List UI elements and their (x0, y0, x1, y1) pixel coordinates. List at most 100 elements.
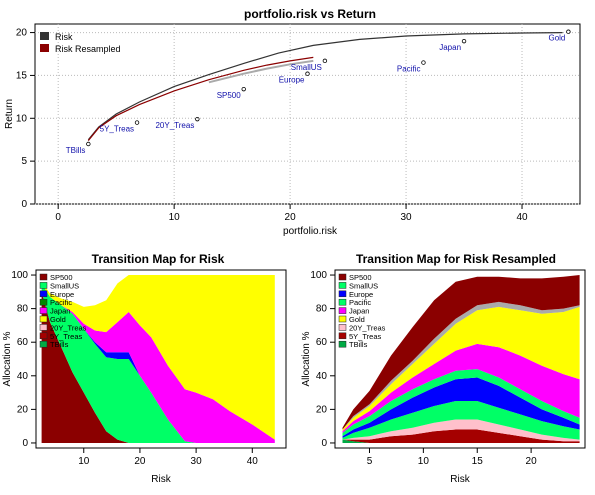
legend-label: Gold (50, 315, 66, 324)
y-tick-label: 20 (316, 404, 328, 415)
asset-point (421, 60, 426, 65)
legend-swatch (39, 315, 48, 323)
legend-label: SP500 (349, 273, 372, 282)
legend-swatch (39, 298, 48, 306)
asset-point (322, 58, 328, 64)
legend-swatch (338, 324, 347, 331)
x-tick-label: 40 (516, 212, 528, 223)
legend: SP500SmallUSEuropePacificJapanGold20Y_Tr… (338, 273, 386, 349)
x-tick-label: 0 (55, 212, 61, 223)
x-tick-label: 40 (247, 456, 259, 467)
y-tick-label: 0 (321, 438, 327, 449)
legend-label: 20Y_Treas (50, 323, 87, 332)
asset-point (461, 38, 467, 44)
transition-map-risk-resampled: Transition Map for Risk Resampled 5 10 15 2… (301, 252, 586, 485)
series-line-0 (87, 32, 563, 141)
legend-label: Pacific (349, 298, 371, 307)
legend: Risk Risk Resampled (40, 32, 121, 54)
chart-title: portfolio.risk vs Return (244, 7, 376, 21)
x-axis: 0 10 20 30 40 (55, 204, 528, 223)
legend-swatch (338, 340, 347, 348)
y-tick-label: 15 (16, 70, 28, 81)
legend-label: SP500 (50, 273, 73, 282)
legend-label: Risk (55, 32, 73, 42)
x-axis-label: Risk (450, 474, 470, 485)
legend-label: Europe (50, 290, 74, 299)
legend-label: TBills (349, 340, 368, 349)
area-20y_treas (342, 419, 580, 442)
area-europe (342, 377, 580, 438)
y-axis-label: Return (4, 99, 15, 129)
asset-point (86, 141, 91, 147)
legend: SP500SmallUSEuropePacificJapanGold20Y_Tr… (39, 273, 87, 349)
asset-label: 5Y_Treas (100, 125, 134, 134)
asset-point (241, 86, 246, 92)
y-axis: 0 20 40 60 80 100 (11, 270, 36, 449)
legend-swatch (40, 44, 49, 52)
area-gold (41, 275, 275, 440)
plot-frame (35, 269, 287, 449)
asset-label: TBills (66, 146, 86, 155)
asset-point (305, 71, 310, 76)
x-tick-label: 30 (191, 456, 203, 467)
legend-label: 5Y_Treas (50, 332, 82, 341)
chart-title: Transition Map for Risk (92, 252, 225, 266)
risk-return-chart: portfolio.risk vs Return 0 10 20 30 40 0 5 10 1… (4, 7, 581, 237)
series-lines (87, 32, 563, 141)
series-line-1 (87, 56, 314, 141)
plot-frame (334, 269, 586, 449)
y-tick-label: 20 (16, 28, 28, 39)
legend-swatch (39, 324, 48, 331)
y-tick-label: 0 (22, 438, 28, 449)
y-tick-label: 20 (17, 404, 29, 415)
x-tick-label: 10 (169, 212, 181, 223)
x-axis: 5 10 15 20 (367, 448, 537, 467)
asset-label: Gold (548, 34, 565, 43)
asset-label: SmallUS (291, 63, 322, 72)
x-tick-label: 20 (526, 456, 538, 467)
legend-label: Gold (349, 315, 365, 324)
legend-swatch (39, 340, 48, 348)
y-tick-label: 80 (17, 304, 29, 315)
legend-label: Risk Resampled (55, 44, 121, 54)
area-japan (342, 343, 580, 433)
x-tick-label: 10 (78, 456, 90, 467)
asset-label: Europe (279, 76, 305, 85)
area-japan (41, 283, 275, 443)
x-axis-label: Risk (151, 474, 171, 485)
legend-label: Europe (349, 290, 373, 299)
asset-points: TBills 5Y_Treas 20Y_Treas SP500 Europe SmallU… (66, 29, 571, 155)
stacked-areas (342, 275, 580, 443)
x-axis: 10 20 30 40 (78, 448, 258, 467)
legend-label: Japan (349, 307, 369, 316)
legend-label: SmallUS (349, 281, 378, 290)
legend-swatch (338, 290, 347, 298)
asset-point (134, 120, 140, 125)
legend-label: Pacific (50, 298, 72, 307)
series-line-2 (208, 59, 314, 84)
area-pacific (342, 369, 580, 437)
asset-label: Pacific (397, 65, 421, 74)
x-tick-label: 20 (285, 212, 297, 223)
plot-frame (34, 23, 581, 205)
grid (35, 24, 580, 205)
legend-swatch (39, 290, 48, 298)
transition-map-risk: Transition Map for Risk 10 20 30 40 0 20 40 60… (2, 252, 287, 485)
legend-swatch (338, 298, 347, 306)
y-tick-label: 0 (21, 199, 27, 210)
area-tbills (342, 439, 580, 443)
y-tick-label: 60 (17, 337, 29, 348)
legend-swatch (338, 332, 347, 340)
asset-label: Japan (439, 43, 461, 52)
legend-label: SmallUS (50, 281, 79, 290)
asset-point (566, 29, 571, 34)
legend-label: Japan (50, 307, 70, 316)
x-tick-label: 20 (134, 456, 146, 467)
legend-swatch (338, 273, 347, 281)
asset-label: 20Y_Treas (155, 121, 194, 130)
chart-title: Transition Map for Risk Resampled (356, 252, 556, 266)
legend-swatch (39, 282, 48, 289)
x-tick-label: 10 (418, 456, 430, 467)
legend-label: TBills (50, 340, 69, 349)
